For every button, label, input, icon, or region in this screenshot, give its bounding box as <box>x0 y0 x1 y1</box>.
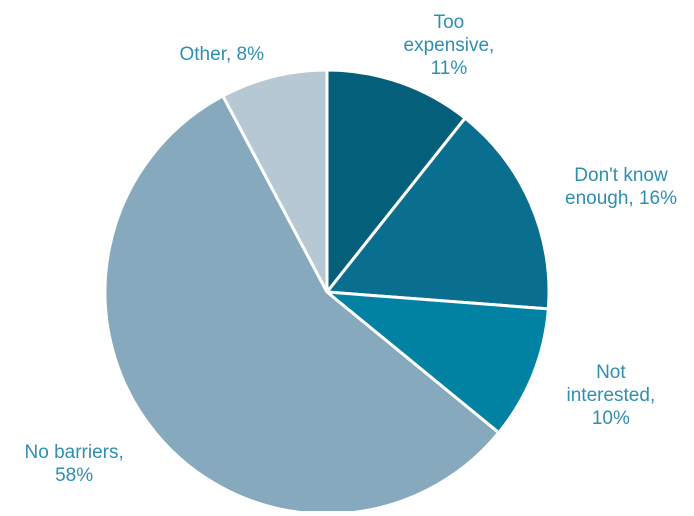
slice-label-line: interested, <box>566 385 656 406</box>
slice-label-line: 11% <box>430 58 468 79</box>
slice-label-line: Other, 8% <box>179 44 265 65</box>
pie-slice-0 <box>325 68 467 294</box>
slice-label-4: Other, 8% <box>180 43 265 66</box>
slice-label-2: Not interested, 10% <box>567 361 656 430</box>
slice-label-line: expensive, <box>403 35 495 56</box>
slice-label-line: Don't know <box>574 165 668 186</box>
slice-label-line: 10% <box>591 408 630 429</box>
slice-label-0: Too expensive, 11% <box>404 11 495 80</box>
slice-label-3: No barriers, 58% <box>25 441 124 487</box>
pie-slice-4 <box>221 68 329 294</box>
pie-slice-2 <box>325 290 550 435</box>
slice-label-line: enough, 16% <box>565 188 677 209</box>
pie-slice-1 <box>325 116 551 311</box>
pie-slice-3 <box>103 94 501 516</box>
slice-label-line: Too <box>433 12 465 33</box>
slice-label-line: 58% <box>55 465 94 486</box>
slice-label-1: Don't know enough, 16% <box>565 164 677 210</box>
slice-label-line: No barriers, <box>24 442 124 463</box>
slice-label-line: Not <box>596 362 626 383</box>
